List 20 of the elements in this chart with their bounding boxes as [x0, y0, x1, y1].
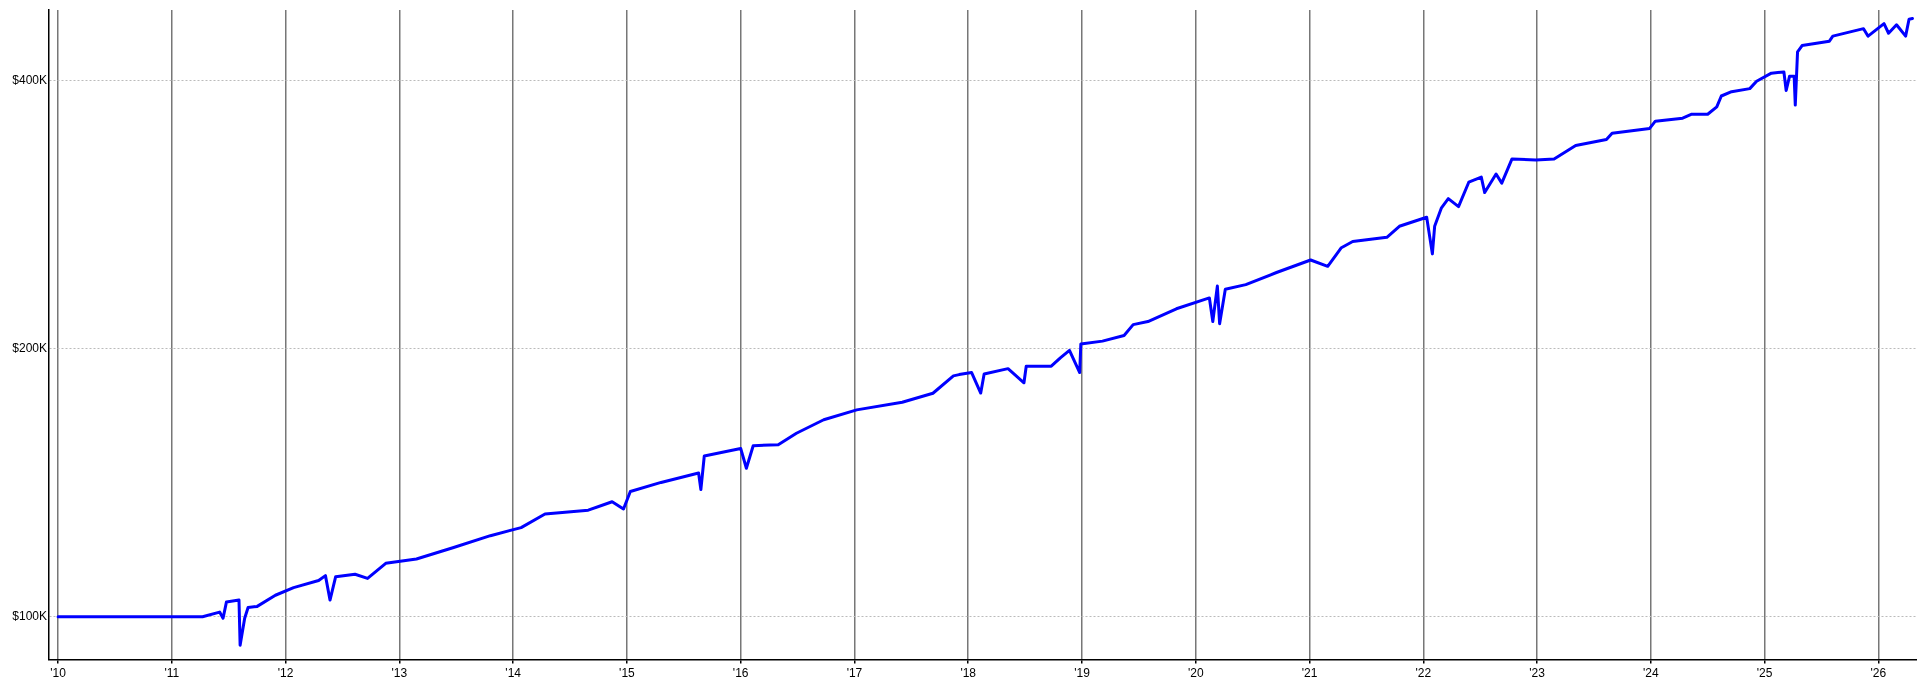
x-tick-label: '26	[1870, 666, 1887, 681]
x-tick-label: '22	[1415, 666, 1432, 681]
x-tick-label: '11	[164, 666, 180, 681]
x-tick-label: '13	[391, 666, 408, 681]
y-tick-label: $400K	[12, 72, 47, 87]
x-tick-label: '25	[1756, 666, 1773, 681]
x-tick-label: '18	[960, 666, 977, 681]
x-tick-label: '19	[1074, 666, 1091, 681]
x-tick-label: '15	[619, 666, 636, 681]
y-tick-label: $100K	[12, 609, 47, 624]
x-tick-label: '17	[846, 666, 863, 681]
x-tick-label: '16	[732, 666, 749, 681]
x-tick-label: '10	[50, 666, 67, 681]
x-tick-label: '21	[1301, 666, 1318, 681]
x-tick-label: '20	[1187, 666, 1204, 681]
x-tick-label: '14	[505, 666, 522, 681]
y-tick-label: $200K	[12, 340, 47, 355]
x-tick-label: '12	[277, 666, 294, 681]
x-tick-label: '23	[1529, 666, 1546, 681]
x-tick-label: '24	[1642, 666, 1659, 681]
